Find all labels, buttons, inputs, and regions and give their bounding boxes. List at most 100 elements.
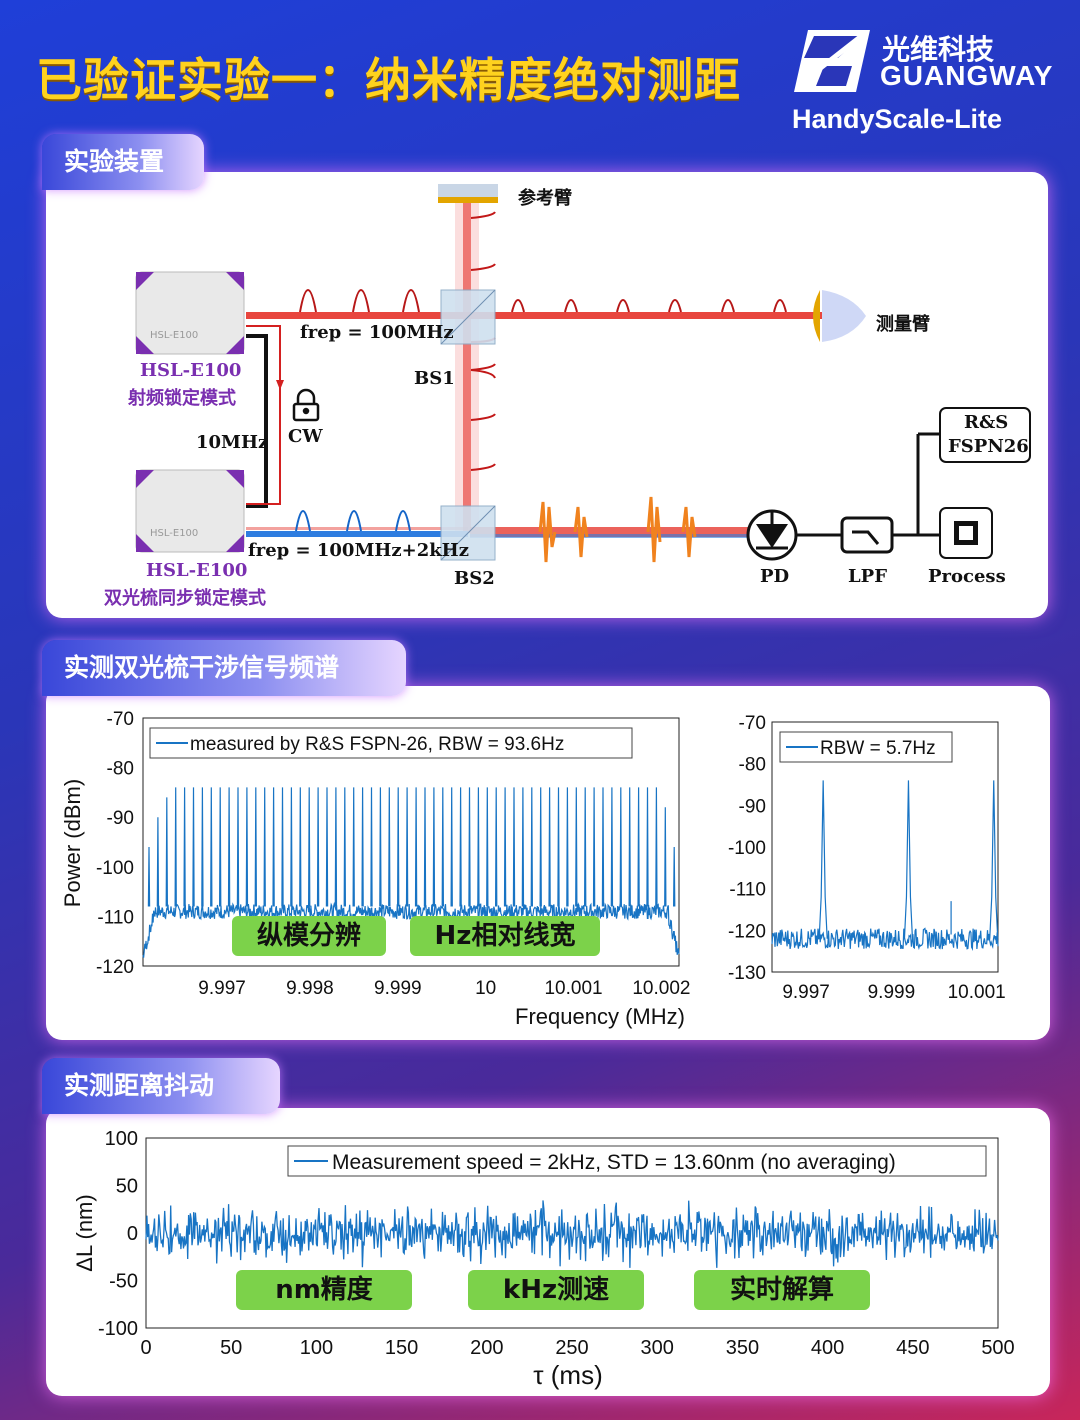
- right-plot-frame: [771, 721, 999, 973]
- brand-chinese-name: 光维科技: [882, 33, 995, 66]
- right-xtick: 9.997: [782, 982, 830, 1003]
- reference-mirror: [438, 184, 498, 198]
- left-xtick: 9.997: [198, 978, 246, 999]
- tab-jitter: 实测距离抖动: [42, 1058, 280, 1114]
- measure-arm-label: 测量臂: [876, 314, 930, 335]
- left-xtick: 10.001: [544, 978, 602, 999]
- reference-arm-label: 参考臂: [518, 188, 572, 209]
- jitter-xtick: 350: [726, 1337, 759, 1359]
- vertical-beam: [463, 203, 471, 533]
- bs2-label: BS2: [454, 568, 495, 589]
- tab-setup: 实验装置: [42, 134, 204, 190]
- left-ytick: -70: [107, 709, 134, 730]
- product-name: HandyScale-Lite: [792, 104, 1003, 134]
- left-xtick: 10: [475, 978, 496, 999]
- left-ytick: -120: [96, 957, 134, 978]
- tab-spectrum: 实测双光梳干涉信号频谱: [42, 640, 406, 696]
- setup-diagram: [135, 184, 1031, 563]
- jitter-xtick: 200: [470, 1337, 503, 1359]
- rs-analyzer-box: [939, 407, 1031, 463]
- left-legend-text: measured by R&S FSPN-26, RBW = 93.6Hz: [190, 734, 564, 755]
- spectrum-xlabel: Frequency (MHz): [515, 1004, 685, 1029]
- top-beam: [246, 312, 824, 319]
- ref-10mhz-cable: [246, 334, 268, 508]
- spectrum-ylabel: Power (dBm): [60, 779, 85, 907]
- lpf-label: LPF: [848, 566, 887, 587]
- lock-icon: [292, 388, 320, 422]
- right-xtick: 9.999: [868, 982, 916, 1003]
- left-xtick: 9.999: [374, 978, 422, 999]
- device-top-model: HSL-E100: [140, 360, 242, 381]
- page-title: 已验证实验一：纳米精度绝对测距: [36, 53, 741, 107]
- rs-label-line1: R&S: [964, 412, 1009, 433]
- ref-10mhz-label: 10MHz: [196, 432, 269, 453]
- right-ytick: -70: [739, 713, 766, 734]
- laser-device-bottom: [135, 469, 245, 553]
- left-xtick: 10.002: [632, 978, 690, 999]
- device-face-top: HSL-E100: [150, 330, 199, 341]
- jitter-legend-text: Measurement speed = 2kHz, STD = 13.60nm …: [332, 1151, 896, 1174]
- left-legend-box: [149, 727, 633, 759]
- left-spectrum-trace: [142, 787, 680, 958]
- processor-chip-icon: [939, 507, 993, 559]
- badge-hz-linewidth: Hz相对线宽: [410, 916, 600, 956]
- jitter-ytick: 50: [116, 1176, 138, 1198]
- jitter-trace: [145, 1200, 999, 1268]
- right-ytick: -90: [739, 796, 766, 817]
- jitter-ytick: -50: [109, 1271, 138, 1293]
- bottom-pulses: [295, 510, 411, 532]
- right-ytick: -130: [728, 963, 766, 984]
- guangway-logo-icon: [794, 30, 870, 92]
- right-ytick: -110: [729, 880, 766, 901]
- jitter-xtick: 100: [300, 1337, 333, 1359]
- bs1-label: BS1: [414, 368, 455, 389]
- right-xtick: 10.001: [948, 982, 1006, 1003]
- right-ytick: -80: [739, 755, 766, 776]
- top-pulses: [299, 289, 787, 313]
- cw-cable: [246, 325, 281, 505]
- bottom-blue-beam: [246, 531, 468, 537]
- right-ytick: -120: [728, 921, 766, 942]
- cw-label: CW: [288, 426, 323, 447]
- interference-signal: [538, 496, 697, 563]
- jitter-ytick: 100: [105, 1128, 138, 1150]
- left-ytick: -110: [97, 907, 134, 928]
- right-legend-text: RBW = 5.7Hz: [820, 738, 936, 759]
- device-bottom-mode: 双光梳同步锁定模式: [104, 588, 266, 609]
- rs-label-line2: FSPN26: [948, 436, 1029, 457]
- measure-target-icon: [822, 290, 866, 342]
- jitter-xtick: 450: [896, 1337, 929, 1359]
- process-label: Process: [928, 566, 1006, 587]
- jitter-xlabel: τ (ms): [533, 1360, 602, 1390]
- jitter-ytick: 0: [127, 1223, 138, 1245]
- badge-nm-precision: nm精度: [236, 1270, 412, 1310]
- badge-mode-resolution: 纵模分辨: [232, 916, 386, 956]
- badge-khz-speed: kHz测速: [468, 1270, 644, 1310]
- right-ytick: -100: [728, 838, 766, 859]
- device-bottom-model: HSL-E100: [146, 560, 248, 581]
- brand-logo: 光维科技 GUANGWAY HandyScale-Lite: [792, 20, 1062, 140]
- jitter-xtick: 50: [220, 1337, 242, 1359]
- badge-realtime-solve: 实时解算: [694, 1270, 870, 1310]
- jitter-ytick: -100: [98, 1318, 138, 1340]
- combined-beam: [470, 527, 750, 537]
- jitter-xtick: 250: [555, 1337, 588, 1359]
- pd-label: PD: [760, 566, 790, 587]
- left-ytick: -90: [107, 808, 134, 829]
- jitter-xtick: 300: [641, 1337, 674, 1359]
- jitter-ylabel: ΔL (nm): [72, 1194, 97, 1271]
- jitter-xtick: 500: [981, 1337, 1014, 1359]
- laser-device-top: [135, 271, 245, 355]
- frep-top-label: frep = 100MHz: [300, 322, 454, 343]
- photodiode-icon: [746, 509, 798, 561]
- left-xtick: 9.998: [286, 978, 334, 999]
- jitter-xtick: 150: [385, 1337, 418, 1359]
- device-face-bottom: HSL-E100: [150, 528, 199, 539]
- device-top-mode: 射频锁定模式: [128, 388, 236, 409]
- frep-bottom-label: frep = 100MHz+2kHz: [248, 540, 469, 561]
- left-ytick: -80: [107, 759, 134, 780]
- brand-english-name: GUANGWAY: [880, 60, 1054, 91]
- jitter-legend-box: [287, 1145, 987, 1177]
- jitter-xtick: 400: [811, 1337, 844, 1359]
